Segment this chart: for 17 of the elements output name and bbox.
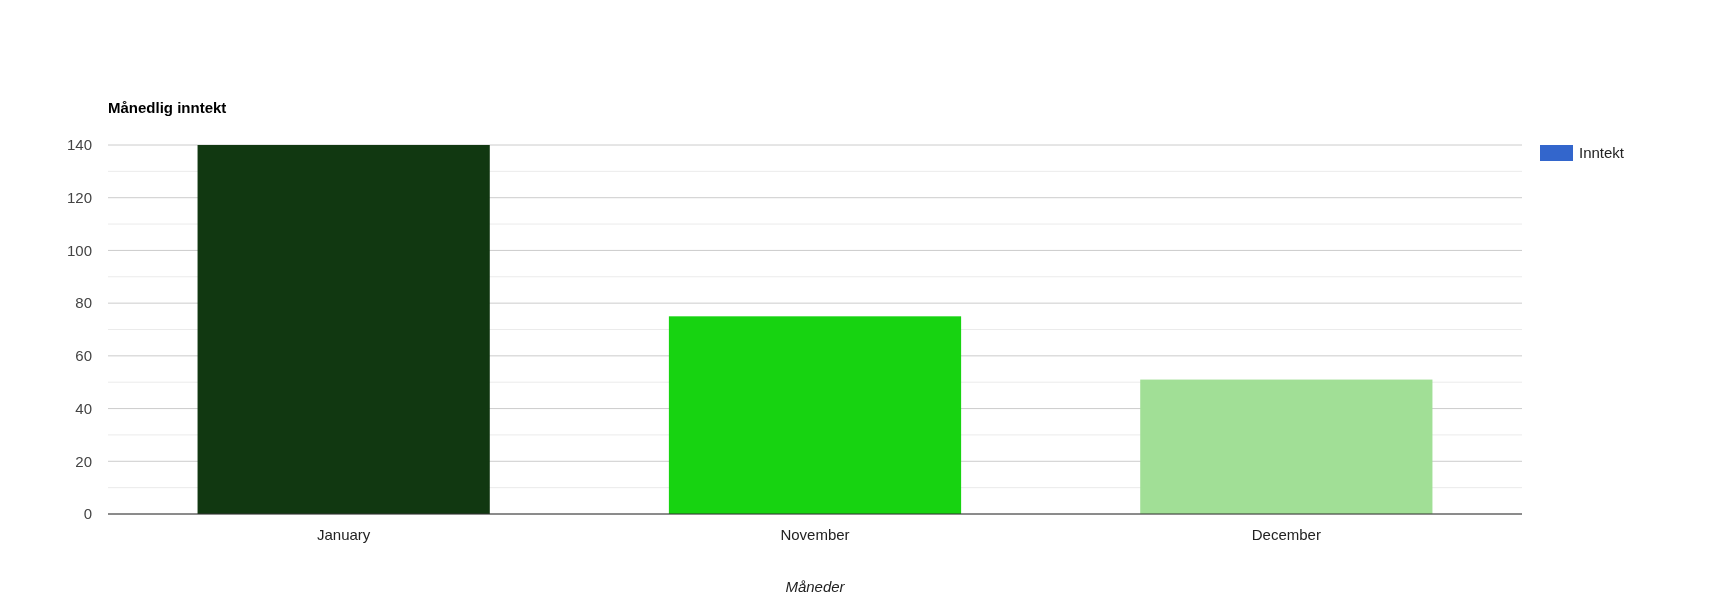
y-tick-label: 100 xyxy=(66,241,92,259)
chart-title: Månedlig inntekt xyxy=(108,99,227,116)
bar xyxy=(1140,379,1433,514)
y-tick-label: 120 xyxy=(66,188,92,206)
x-tick-label: January xyxy=(316,526,371,543)
x-tick-label: December xyxy=(1251,526,1321,543)
y-tick-label: 80 xyxy=(75,294,92,312)
bar xyxy=(668,316,962,514)
y-tick-label: 140 xyxy=(66,136,92,154)
y-tick-label: 20 xyxy=(75,452,92,470)
y-tick-label: 0 xyxy=(83,505,92,523)
x-tick-label: November xyxy=(780,526,850,543)
x-axis-title: Måneder xyxy=(785,578,846,595)
text: Inntekt xyxy=(1579,144,1625,162)
y-tick-label: 40 xyxy=(75,399,92,417)
bar xyxy=(197,145,490,514)
y-tick-label: 60 xyxy=(75,347,92,365)
